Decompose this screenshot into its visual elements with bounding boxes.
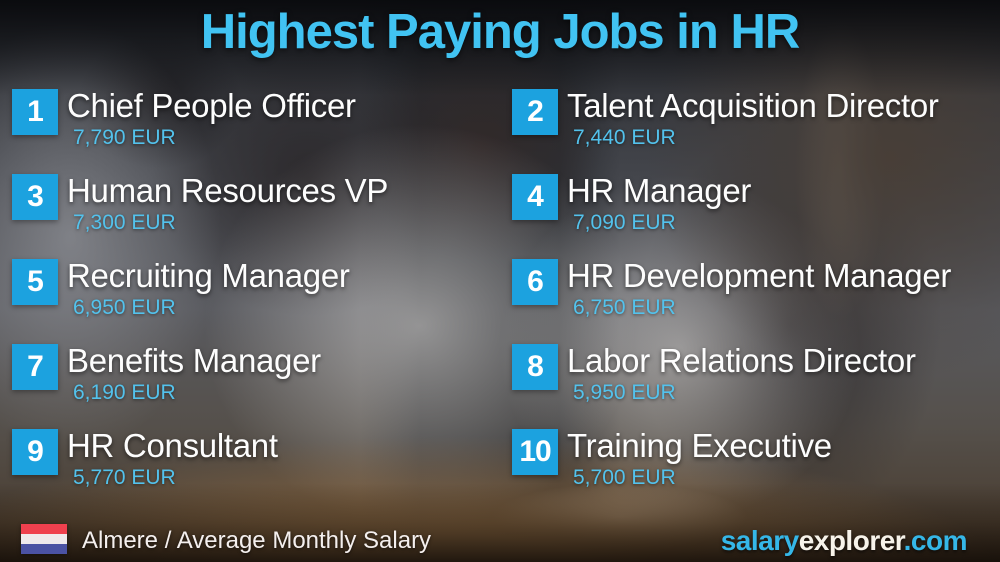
brand-part-salary: salary bbox=[720, 525, 799, 556]
job-salary: 7,440 EUR bbox=[573, 126, 676, 149]
job-salary: 6,190 EUR bbox=[73, 381, 176, 404]
job-title: Training Executive bbox=[567, 427, 832, 464]
rank-badge: 3 bbox=[12, 174, 58, 220]
rank-badge: 2 bbox=[512, 89, 558, 135]
flag-stripe-white bbox=[21, 534, 67, 544]
rank-badge: 1 bbox=[12, 89, 58, 135]
job-salary: 5,700 EUR bbox=[573, 466, 676, 489]
flag-stripe-blue bbox=[21, 544, 67, 554]
rank-badge: 5 bbox=[12, 259, 58, 305]
job-title: HR Consultant bbox=[67, 427, 278, 464]
job-title: Recruiting Manager bbox=[67, 257, 350, 294]
job-salary: 5,950 EUR bbox=[573, 381, 676, 404]
job-title: Human Resources VP bbox=[67, 172, 389, 209]
job-item-5: 5 Recruiting Manager 6,950 EUR bbox=[12, 257, 512, 342]
job-item-10: 10 Training Executive 5,700 EUR bbox=[512, 427, 988, 512]
job-item-7: 7 Benefits Manager 6,190 EUR bbox=[12, 342, 512, 427]
rank-badge: 6 bbox=[512, 259, 558, 305]
job-item-8: 8 Labor Relations Director 5,950 EUR bbox=[512, 342, 988, 427]
job-salary: 7,090 EUR bbox=[573, 211, 676, 234]
rank-badge: 9 bbox=[12, 429, 58, 475]
job-salary: 6,950 EUR bbox=[73, 296, 176, 319]
job-item-2: 2 Talent Acquisition Director 7,440 EUR bbox=[512, 87, 988, 172]
page-title: Highest Paying Jobs in HR bbox=[200, 5, 800, 59]
job-salary: 7,300 EUR bbox=[73, 211, 176, 234]
job-title: HR Manager bbox=[567, 172, 752, 209]
job-salary: 7,790 EUR bbox=[73, 126, 176, 149]
flag-stripe-red bbox=[21, 524, 67, 534]
job-title: Chief People Officer bbox=[67, 87, 356, 124]
netherlands-flag-icon bbox=[21, 524, 67, 554]
brand-part-com: .com bbox=[903, 525, 968, 556]
job-item-6: 6 HR Development Manager 6,750 EUR bbox=[512, 257, 988, 342]
job-salary: 6,750 EUR bbox=[573, 296, 676, 319]
job-item-1: 1 Chief People Officer 7,790 EUR bbox=[12, 87, 512, 172]
rank-badge: 7 bbox=[12, 344, 58, 390]
rank-badge: 8 bbox=[512, 344, 558, 390]
location-caption: Almere / Average Monthly Salary bbox=[82, 527, 432, 554]
job-title: HR Development Manager bbox=[567, 257, 952, 294]
jobs-list: 1 Chief People Officer 7,790 EUR 2 Talen… bbox=[12, 87, 988, 512]
brand-logo: salaryexplorer.com bbox=[720, 525, 968, 557]
job-item-4: 4 HR Manager 7,090 EUR bbox=[512, 172, 988, 257]
job-title: Labor Relations Director bbox=[567, 342, 916, 379]
brand-part-explorer: explorer bbox=[798, 525, 904, 556]
job-title: Benefits Manager bbox=[67, 342, 321, 379]
rank-badge: 10 bbox=[512, 429, 558, 475]
job-salary: 5,770 EUR bbox=[73, 466, 176, 489]
rank-badge: 4 bbox=[512, 174, 558, 220]
job-item-9: 9 HR Consultant 5,770 EUR bbox=[12, 427, 512, 512]
job-item-3: 3 Human Resources VP 7,300 EUR bbox=[12, 172, 512, 257]
job-title: Talent Acquisition Director bbox=[567, 87, 939, 124]
